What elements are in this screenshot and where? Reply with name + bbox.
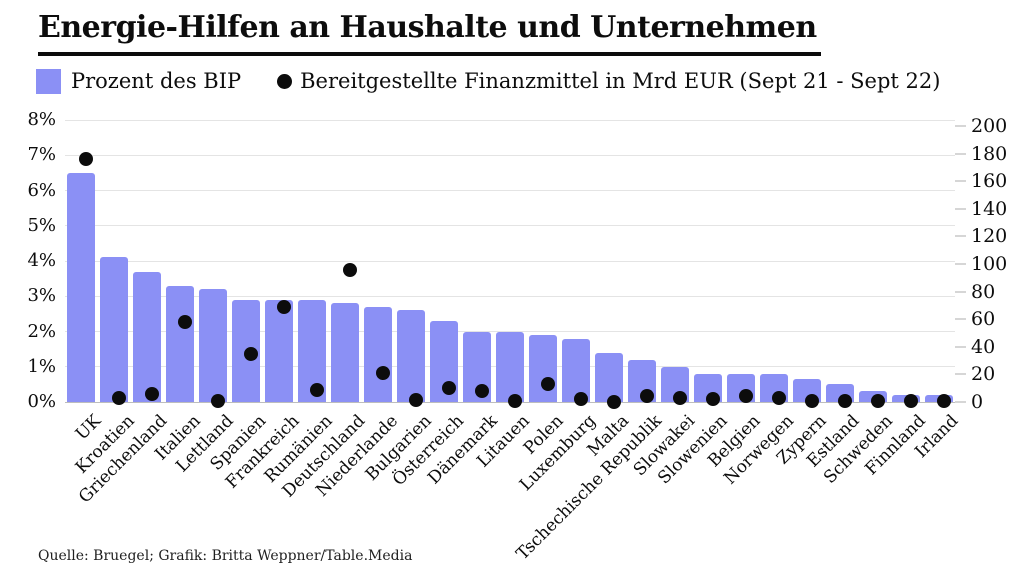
dot-niederlande (376, 366, 391, 381)
bar-italien (166, 285, 195, 402)
right-axis-tick (955, 373, 966, 376)
right-axis-tick-label: 100 (971, 253, 1008, 275)
right-axis-tick-label: 160 (971, 170, 1008, 193)
dot-zypern (804, 393, 819, 408)
legend-dot-swatch-icon (277, 73, 293, 89)
left-axis-tick-label: 2% (27, 320, 56, 342)
dot-luxemburg (573, 392, 588, 407)
dot-malta (606, 394, 621, 409)
right-axis-tick-label: 120 (971, 225, 1008, 248)
gridline (65, 119, 955, 121)
chart-title: Energie-Hilfen an Haushalte und Unterneh… (38, 10, 821, 56)
right-axis-tick (955, 207, 966, 210)
source-credit: Quelle: Bruegel; Grafik: Britta Weppner/… (38, 548, 413, 564)
dot-italien (178, 314, 193, 329)
right-axis-tick-label: 40 (971, 335, 996, 358)
dot-slowakei (672, 390, 687, 405)
gridline (65, 295, 955, 297)
dot-daenemark (475, 383, 490, 398)
dot-tschechische-republik (639, 388, 654, 403)
legend-bar-label: Prozent des BIP (71, 69, 242, 93)
dot-belgien (738, 388, 753, 403)
bar-malta (594, 352, 623, 402)
dot-slowenien (705, 392, 720, 407)
left-axis-tick-label: 0% (27, 391, 56, 412)
right-axis-tick (955, 345, 966, 348)
dot-spanien (244, 346, 259, 361)
left-axis-tick-label: 7% (27, 144, 56, 166)
right-axis-tick (955, 401, 966, 403)
gridline (65, 260, 955, 262)
left-axis-tick-label: 5% (27, 214, 56, 236)
dot-lettland (211, 393, 226, 408)
right-axis-tick-label: 60 (971, 308, 996, 331)
right-axis-tick (955, 180, 966, 183)
dot-polen (540, 377, 555, 392)
dot-litauen (508, 393, 522, 408)
dot-deutschland (343, 262, 358, 277)
legend-dot-label: Bereitgestellte Finanzmittel in Mrd EUR … (300, 69, 941, 93)
dot-rumaenien (310, 382, 325, 397)
bar-kroatien (100, 257, 129, 402)
right-axis-tick-label: 180 (971, 142, 1008, 165)
dot-kroatien (112, 390, 127, 405)
bar-lettland (199, 289, 228, 402)
gridline (65, 154, 955, 156)
left-axis-tick-label: 4% (27, 250, 56, 271)
right-axis-tick-label: 140 (971, 197, 1008, 220)
bar-frankreich (265, 299, 294, 402)
bar-luxemburg (561, 338, 590, 402)
right-axis-tick (955, 152, 966, 155)
dot-estland (837, 393, 852, 408)
legend-bar-swatch-icon (36, 68, 61, 94)
dot-irland (936, 394, 951, 409)
bar-niederlande (364, 306, 393, 402)
right-axis-tick-label: 80 (971, 280, 996, 303)
left-axis-tick-label: 8% (27, 109, 56, 130)
gridline (65, 225, 955, 227)
chart-legend: Prozent des BIP Bereitgestellte Finanzmi… (36, 68, 940, 94)
dot-norwegen (771, 390, 786, 405)
left-axis-tick-label: 1% (27, 355, 56, 377)
right-axis-tick (955, 318, 966, 321)
bar-deutschland (331, 303, 360, 402)
bar-litauen (496, 331, 524, 402)
bar-uk (67, 172, 96, 402)
dot-finnland (903, 394, 918, 409)
right-axis-tick-label: 200 (971, 115, 1008, 137)
bar-polen (528, 335, 557, 402)
right-axis-tick (955, 235, 966, 238)
bar-griechenland (133, 271, 162, 402)
left-axis-tick-label: 6% (27, 179, 56, 201)
right-axis-tick (955, 263, 966, 265)
dot-bulgarien (409, 392, 424, 407)
right-axis-tick (955, 290, 966, 293)
gridline (65, 190, 955, 191)
right-axis-tick (955, 125, 966, 127)
left-axis-tick-label: 3% (27, 285, 56, 307)
dot-uk (79, 152, 94, 167)
dot-griechenland (145, 386, 160, 401)
right-axis-tick-label: 0 (971, 391, 984, 413)
right-axis-tick-label: 20 (971, 363, 996, 386)
dot-schweden (870, 393, 885, 408)
bar-bulgarien (397, 310, 426, 402)
dot-oesterreich (442, 381, 457, 396)
dot-frankreich (277, 299, 292, 314)
